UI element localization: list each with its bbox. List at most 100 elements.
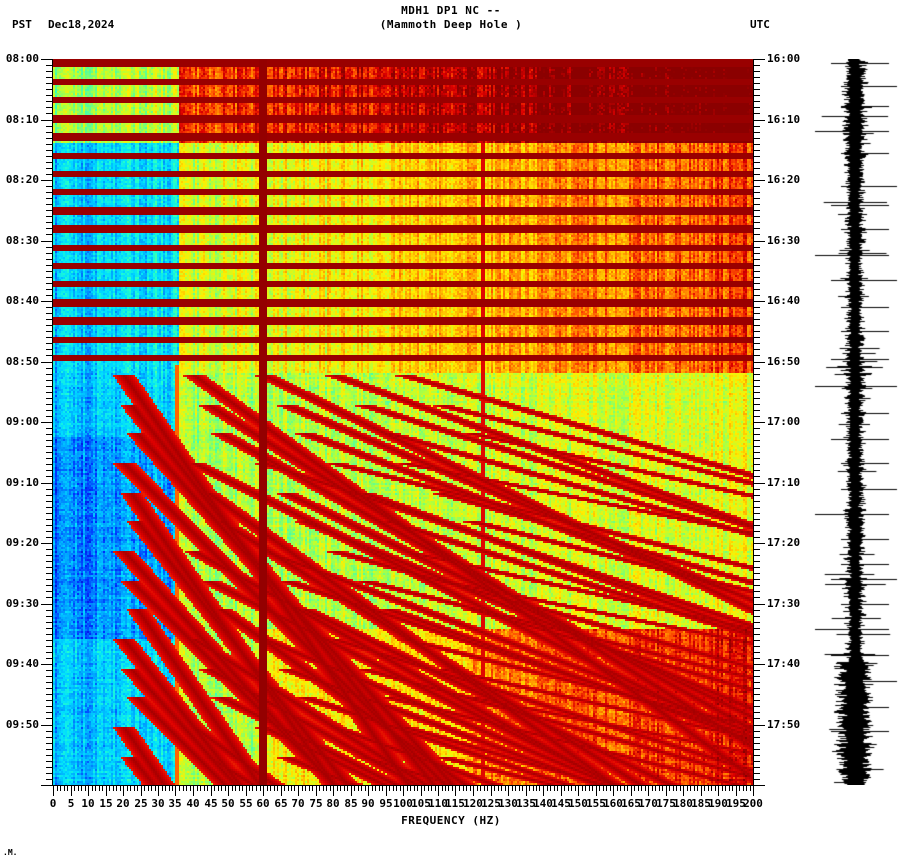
left-time-minor-tick bbox=[46, 168, 52, 169]
frequency-minor-tick bbox=[64, 786, 65, 791]
right-time-minor-tick bbox=[754, 525, 760, 526]
frequency-tick-label: 75 bbox=[309, 797, 323, 810]
frequency-minor-tick bbox=[442, 786, 443, 791]
frequency-minor-tick bbox=[652, 786, 653, 791]
right-time-tick-label: 17:00 bbox=[767, 415, 801, 428]
frequency-minor-tick bbox=[519, 786, 520, 791]
frequency-minor-tick bbox=[256, 786, 257, 791]
left-time-minor-tick bbox=[46, 652, 52, 653]
frequency-minor-tick bbox=[172, 786, 173, 791]
frequency-minor-tick bbox=[592, 786, 593, 791]
frequency-tick-label: 115 bbox=[445, 797, 465, 810]
frequency-minor-tick bbox=[470, 786, 471, 791]
right-time-minor-tick bbox=[754, 386, 760, 387]
left-time-minor-tick bbox=[46, 458, 52, 459]
right-time-minor-tick bbox=[754, 676, 760, 677]
right-time-minor-tick bbox=[754, 289, 760, 290]
right-time-tick-label: 16:00 bbox=[767, 52, 801, 65]
left-time-minor-tick bbox=[46, 700, 52, 701]
left-time-minor-tick bbox=[46, 77, 52, 78]
frequency-major-tick bbox=[596, 786, 597, 796]
frequency-tick-label: 105 bbox=[411, 797, 431, 810]
left-time-minor-tick bbox=[46, 658, 52, 659]
frequency-minor-tick bbox=[354, 786, 355, 791]
frequency-minor-tick bbox=[57, 786, 58, 791]
right-time-minor-tick bbox=[754, 107, 760, 108]
frequency-tick-label: 155 bbox=[586, 797, 606, 810]
frequency-minor-tick bbox=[291, 786, 292, 791]
frequency-minor-tick bbox=[424, 786, 425, 791]
seismic-trace-panel[interactable] bbox=[812, 59, 898, 785]
right-time-minor-tick bbox=[754, 77, 760, 78]
spectrogram-canvas bbox=[53, 59, 753, 785]
right-time-minor-tick bbox=[754, 731, 760, 732]
frequency-minor-tick bbox=[144, 786, 145, 791]
right-time-minor-tick bbox=[754, 156, 760, 157]
left-time-minor-tick bbox=[46, 144, 52, 145]
frequency-minor-tick bbox=[417, 786, 418, 791]
frequency-minor-tick bbox=[557, 786, 558, 791]
frequency-minor-tick bbox=[270, 786, 271, 791]
right-time-major-tick bbox=[754, 785, 765, 786]
right-time-minor-tick bbox=[754, 755, 760, 756]
frequency-minor-tick bbox=[610, 786, 611, 791]
left-time-minor-tick bbox=[46, 640, 52, 641]
left-time-minor-tick bbox=[46, 688, 52, 689]
right-time-minor-tick bbox=[754, 428, 760, 429]
right-time-minor-tick bbox=[754, 489, 760, 490]
left-time-minor-tick bbox=[46, 585, 52, 586]
right-time-minor-tick bbox=[754, 434, 760, 435]
right-time-minor-tick bbox=[754, 712, 760, 713]
frequency-minor-tick bbox=[113, 786, 114, 791]
left-time-minor-tick bbox=[46, 767, 52, 768]
frequency-minor-tick bbox=[155, 786, 156, 791]
frequency-tick-label: 175 bbox=[656, 797, 676, 810]
left-time-minor-tick bbox=[46, 216, 52, 217]
left-time-minor-tick bbox=[46, 83, 52, 84]
frequency-minor-tick bbox=[529, 786, 530, 791]
right-time-tick-label: 17:20 bbox=[767, 536, 801, 549]
left-time-tick-label: 08:30 bbox=[5, 234, 39, 247]
frequency-minor-tick bbox=[218, 786, 219, 791]
frequency-minor-tick bbox=[309, 786, 310, 791]
frequency-minor-tick bbox=[722, 786, 723, 791]
right-time-minor-tick bbox=[754, 253, 760, 254]
left-time-minor-tick bbox=[46, 410, 52, 411]
frequency-minor-tick bbox=[498, 786, 499, 791]
frequency-major-tick bbox=[71, 786, 72, 796]
left-time-tick-label: 09:00 bbox=[5, 415, 39, 428]
right-time-minor-tick bbox=[754, 71, 760, 72]
frequency-minor-tick bbox=[74, 786, 75, 791]
right-time-minor-tick bbox=[754, 404, 760, 405]
frequency-major-tick bbox=[386, 786, 387, 796]
right-time-minor-tick bbox=[754, 247, 760, 248]
frequency-minor-tick bbox=[151, 786, 152, 791]
left-time-minor-tick bbox=[46, 222, 52, 223]
right-time-minor-tick bbox=[754, 89, 760, 90]
left-time-minor-tick bbox=[46, 622, 52, 623]
left-time-tick-label: 08:10 bbox=[5, 113, 39, 126]
right-timezone-label: UTC bbox=[750, 18, 770, 31]
frequency-minor-tick bbox=[603, 786, 604, 791]
frequency-major-tick bbox=[333, 786, 334, 796]
frequency-tick-label: 140 bbox=[533, 797, 553, 810]
right-time-minor-tick bbox=[754, 670, 760, 671]
left-time-minor-tick bbox=[46, 501, 52, 502]
left-time-minor-tick bbox=[46, 65, 52, 66]
right-time-minor-tick bbox=[754, 295, 760, 296]
left-time-minor-tick bbox=[46, 452, 52, 453]
left-time-minor-tick bbox=[46, 392, 52, 393]
right-time-minor-tick bbox=[754, 616, 760, 617]
spectrogram-plot[interactable] bbox=[53, 59, 753, 785]
left-timezone-label: PST bbox=[12, 18, 32, 31]
frequency-major-tick bbox=[368, 786, 369, 796]
frequency-minor-tick bbox=[729, 786, 730, 791]
frequency-tick-label: 85 bbox=[344, 797, 358, 810]
frequency-minor-tick bbox=[274, 786, 275, 791]
frequency-minor-tick bbox=[358, 786, 359, 791]
frequency-major-tick bbox=[211, 786, 212, 796]
left-time-minor-tick bbox=[46, 476, 52, 477]
right-time-major-tick bbox=[754, 604, 765, 605]
left-time-minor-tick bbox=[46, 343, 52, 344]
frequency-tick-label: 0 bbox=[49, 797, 57, 810]
